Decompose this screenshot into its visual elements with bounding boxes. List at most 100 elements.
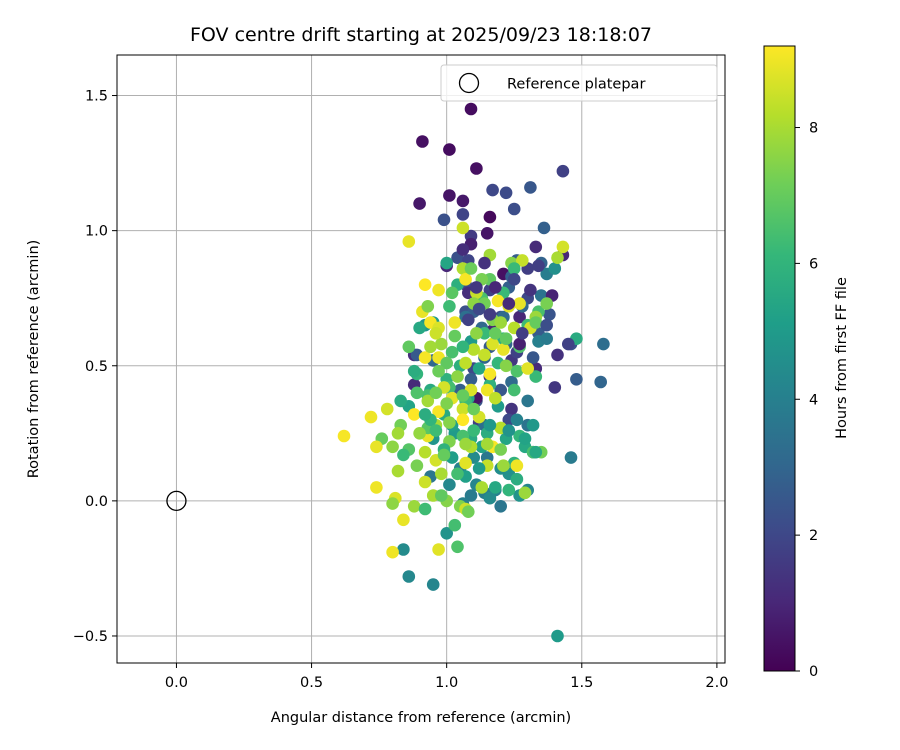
data-point xyxy=(562,337,575,351)
data-point xyxy=(489,327,502,340)
data-point xyxy=(480,227,494,240)
data-point xyxy=(510,364,524,378)
data-point xyxy=(448,518,462,532)
data-point xyxy=(443,478,456,492)
data-point xyxy=(416,135,429,148)
data-point xyxy=(435,337,448,351)
data-point xyxy=(513,297,526,310)
data-point xyxy=(472,362,486,375)
data-point xyxy=(437,448,451,462)
data-point xyxy=(507,383,521,397)
x-axis-label: Angular distance from reference (arcmin) xyxy=(271,710,571,726)
legend: Reference platepar xyxy=(440,64,718,102)
data-point xyxy=(529,316,543,329)
y-tick-label: −0.5 xyxy=(73,629,108,645)
data-point xyxy=(594,375,607,389)
data-point xyxy=(518,486,532,500)
data-point xyxy=(489,391,502,405)
data-point xyxy=(470,162,483,175)
data-point xyxy=(397,513,410,527)
data-point xyxy=(443,189,456,202)
data-point xyxy=(413,197,426,210)
data-point xyxy=(551,629,564,643)
data-point xyxy=(513,310,526,324)
data-point xyxy=(462,313,475,327)
data-point xyxy=(451,370,464,383)
data-point xyxy=(510,459,524,473)
colorbar-tick-label: 0 xyxy=(809,664,818,680)
data-point xyxy=(402,235,416,248)
data-point xyxy=(435,489,448,502)
data-point xyxy=(499,332,513,346)
data-point xyxy=(521,362,534,375)
data-point xyxy=(370,481,383,494)
data-point xyxy=(418,445,432,459)
colorbar-tick-label: 8 xyxy=(809,121,818,137)
x-tick-label: 1.0 xyxy=(435,675,458,691)
data-point xyxy=(459,356,472,370)
data-point xyxy=(440,356,454,370)
data-point xyxy=(499,186,513,200)
data-point xyxy=(548,381,562,394)
data-point xyxy=(478,256,491,270)
data-point xyxy=(518,432,532,446)
legend-reference-label: Reference platepar xyxy=(507,77,645,93)
plot-frame xyxy=(116,54,726,664)
data-point xyxy=(494,443,508,456)
data-point xyxy=(456,340,470,354)
data-point xyxy=(459,273,472,286)
plot-area: 0.0 0.5 1.0 1.5 2.0 −0.5 0.0 0.5 1.0 1.5 xyxy=(73,54,728,691)
data-point xyxy=(532,259,545,273)
data-point xyxy=(526,351,540,364)
legend-box xyxy=(440,64,718,102)
data-point xyxy=(470,327,483,340)
chart-title: FOV centre drift starting at 2025/09/23 … xyxy=(190,24,652,46)
data-point xyxy=(456,402,470,416)
data-point xyxy=(456,221,470,235)
data-point xyxy=(483,367,497,381)
data-point xyxy=(402,340,416,354)
data-point xyxy=(418,408,432,421)
data-point xyxy=(551,348,564,362)
data-point xyxy=(497,343,510,356)
colorbar-tick-label: 4 xyxy=(809,392,818,408)
y-tick-label: 0.5 xyxy=(85,359,108,375)
colorbar-tick-label: 2 xyxy=(809,528,818,544)
data-point xyxy=(429,327,443,340)
data-point xyxy=(480,437,494,451)
data-point xyxy=(483,210,497,224)
data-point xyxy=(364,410,378,424)
data-point xyxy=(397,543,410,556)
data-point xyxy=(445,286,459,300)
data-point xyxy=(386,440,399,454)
data-point xyxy=(529,445,543,459)
data-point xyxy=(407,500,421,513)
colorbar-label: Hours from first FF file xyxy=(834,277,850,439)
data-point xyxy=(556,240,570,254)
data-point xyxy=(440,527,454,540)
data-point xyxy=(502,483,516,497)
data-point xyxy=(440,397,454,410)
data-point xyxy=(432,405,445,419)
data-point xyxy=(456,243,470,256)
data-point xyxy=(413,321,426,335)
data-point xyxy=(394,394,408,408)
x-tick-label: 2.0 xyxy=(705,675,728,691)
data-point xyxy=(564,451,578,464)
data-point xyxy=(510,413,524,427)
data-point xyxy=(540,332,553,346)
data-point xyxy=(499,359,513,373)
data-point xyxy=(472,302,486,316)
data-point xyxy=(421,300,435,313)
data-point xyxy=(540,297,553,310)
colorbar-gradient xyxy=(763,45,796,672)
data-point xyxy=(337,429,351,443)
y-tick-label: 0.0 xyxy=(85,494,108,510)
data-point xyxy=(407,408,421,421)
data-point xyxy=(391,464,405,478)
data-point xyxy=(464,262,478,275)
reference-platepar-marker xyxy=(166,490,187,512)
data-point xyxy=(462,505,475,518)
data-point xyxy=(407,364,421,378)
